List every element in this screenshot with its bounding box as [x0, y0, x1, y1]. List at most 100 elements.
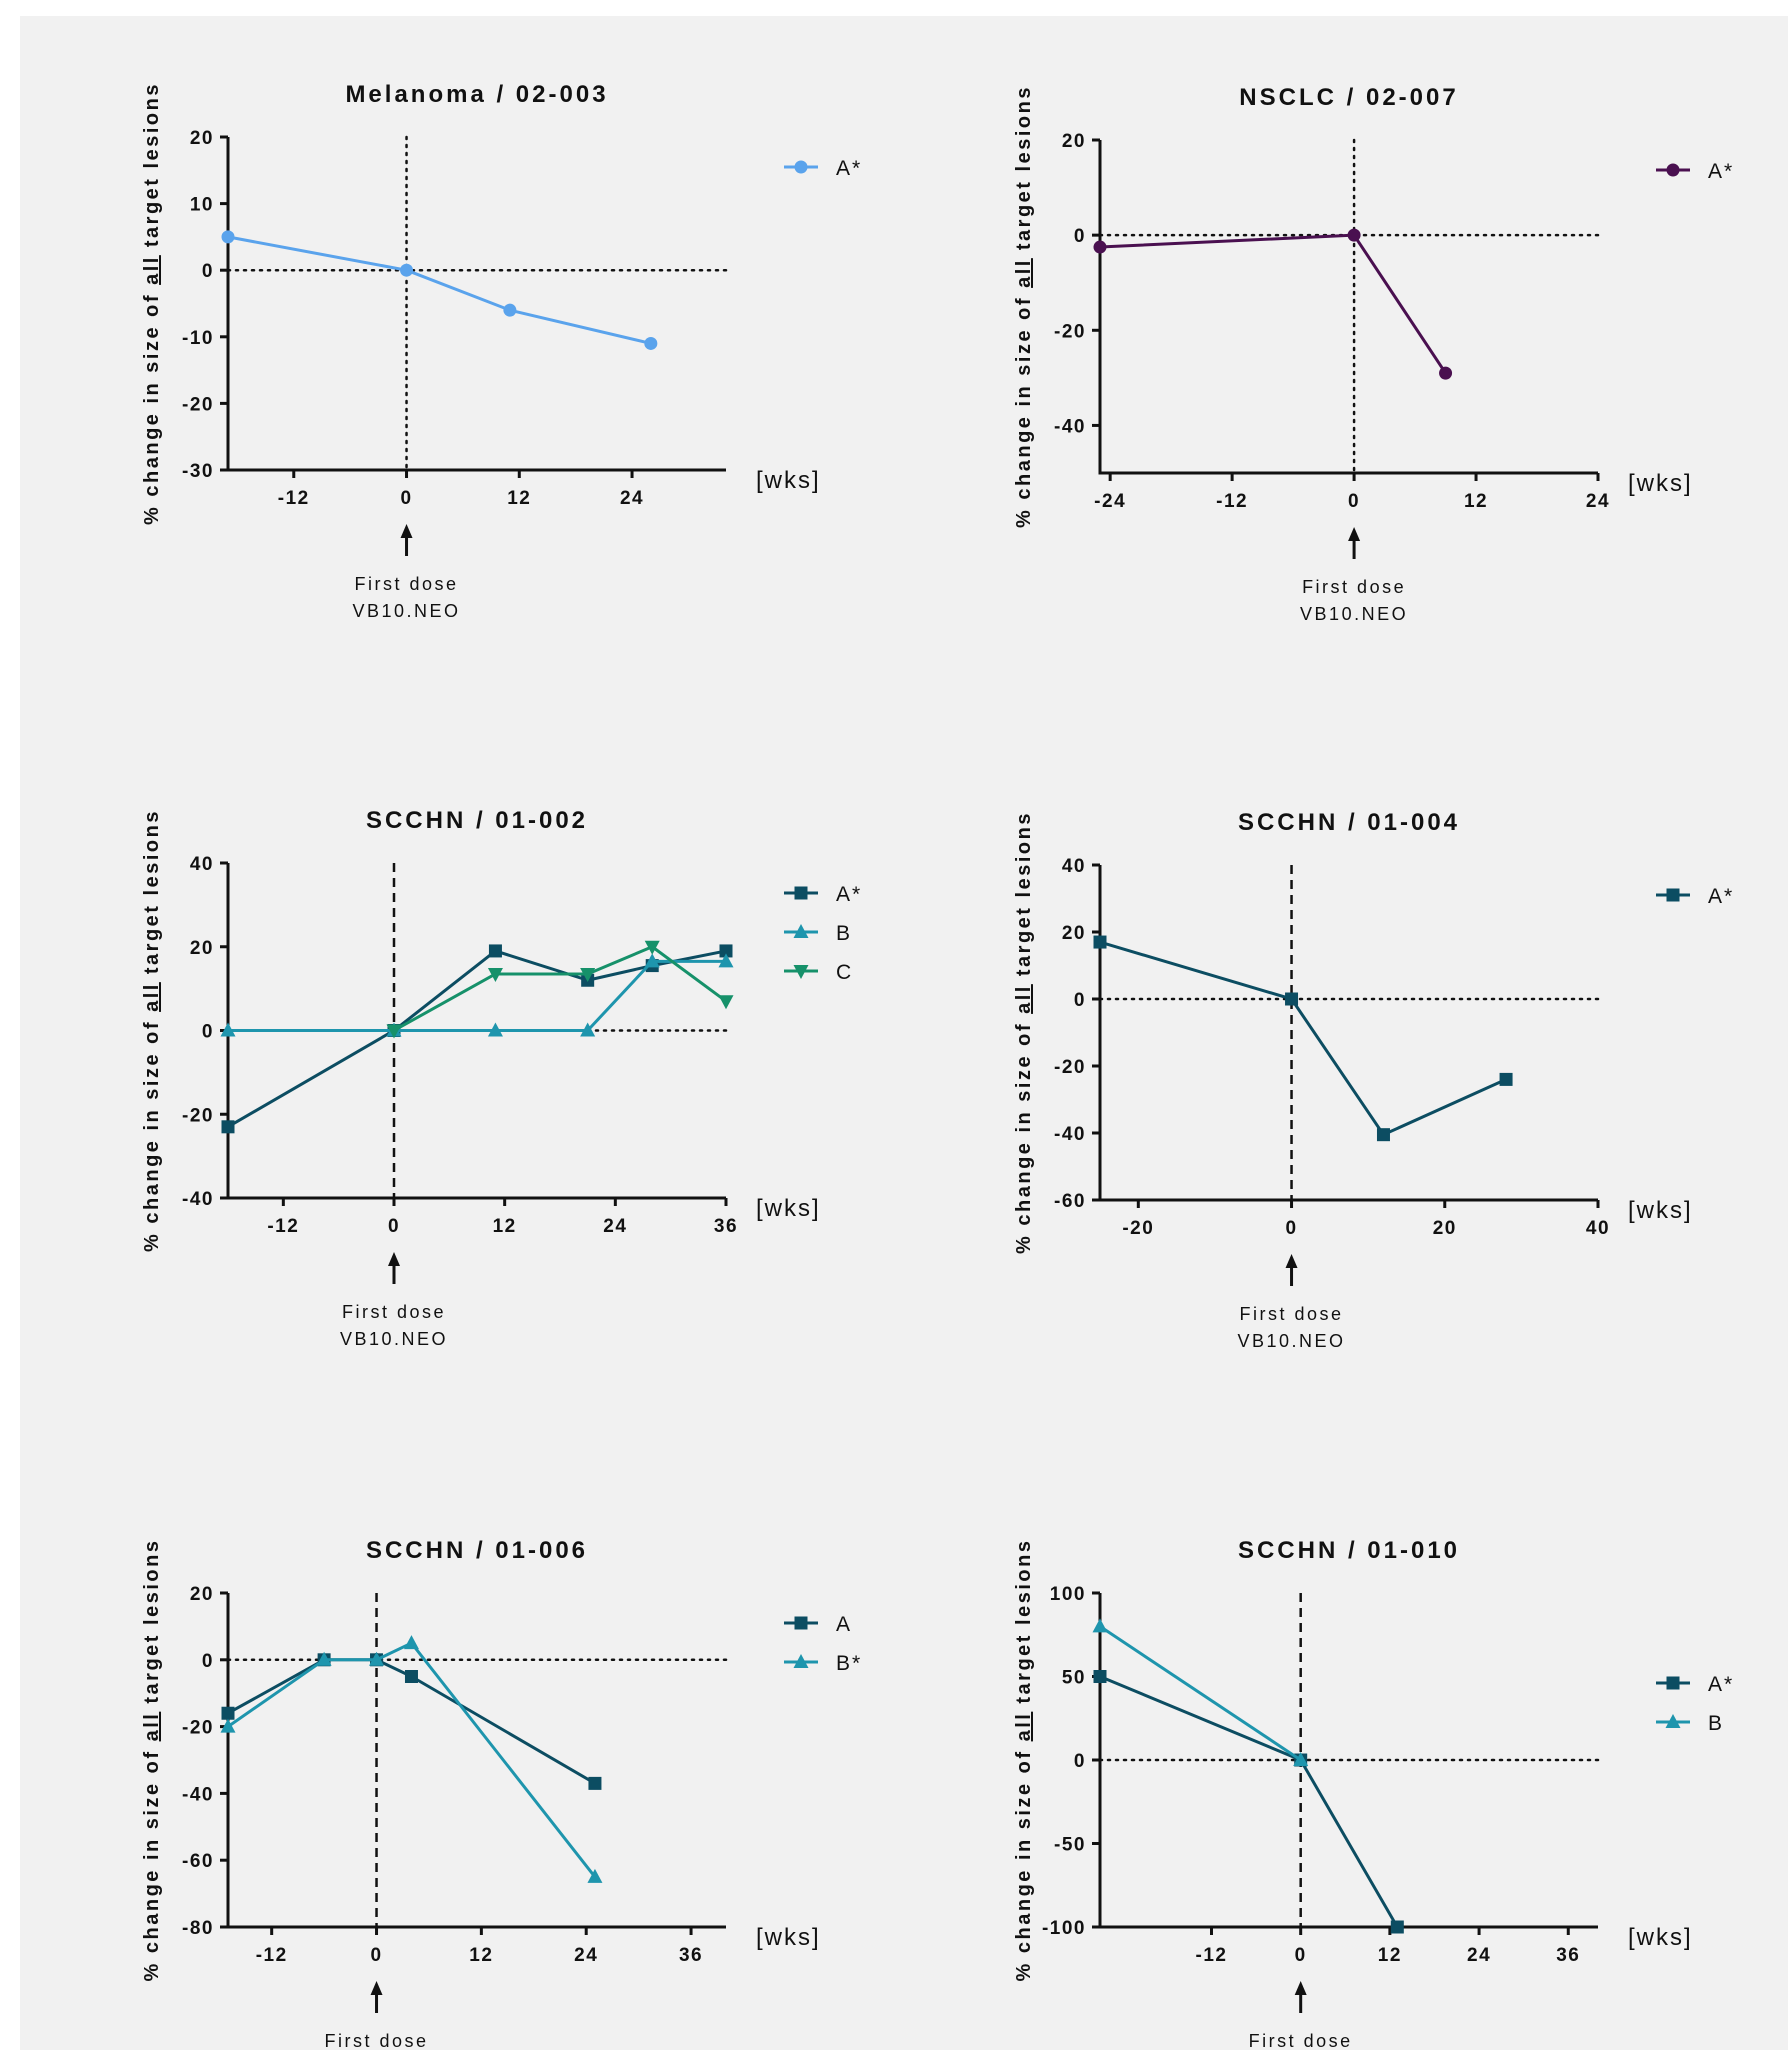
chart-title: NSCLC / 02-007 — [1239, 84, 1458, 111]
x-tick-label: -24 — [1094, 491, 1126, 512]
data-point — [580, 1022, 596, 1037]
x-tick-label: 0 — [1348, 491, 1360, 512]
x-tick-label: 12 — [469, 1945, 493, 1966]
y-tick-label: -80 — [182, 1918, 214, 1939]
series-line-a-star — [227, 949, 727, 1129]
data-point — [1092, 1618, 1108, 1633]
legend-label: A* — [836, 157, 862, 180]
x-tick-label: -12 — [1196, 1945, 1228, 1966]
first-dose-label: First dose — [1249, 2031, 1353, 2050]
x-axis-label: [wks] — [1628, 470, 1693, 497]
legend-marker — [1666, 163, 1680, 177]
data-point — [1285, 992, 1299, 1006]
data-point — [644, 336, 658, 350]
vaccine-label: VB10.NEO — [1238, 1331, 1346, 1351]
y-tick-label: -100 — [1042, 1918, 1086, 1939]
y-axis-label: % change in size of all target lesions — [1013, 85, 1035, 528]
x-tick-label: 36 — [1556, 1945, 1580, 1966]
arrow-head-icon — [400, 524, 413, 538]
x-tick-label: 12 — [493, 1216, 517, 1237]
series-line-b — [228, 959, 726, 1032]
y-tick-label: 20 — [190, 1584, 214, 1605]
legend-item: B — [784, 922, 850, 945]
data-point — [1293, 1752, 1309, 1766]
data-point — [487, 1022, 503, 1037]
data-point — [1439, 366, 1453, 380]
y-tick-label: 20 — [1062, 131, 1086, 152]
legend-marker — [793, 1654, 809, 1668]
y-tick-label: 0 — [202, 261, 214, 282]
data-point — [221, 230, 235, 244]
y-axis-label: % change in size of all target lesions — [141, 82, 163, 525]
data-point — [220, 1022, 236, 1037]
legend-item: A* — [1656, 885, 1734, 908]
chart-panel-3: SCCHN / 01-002 40 20 0 -20 -40 -12 0 12 24 36 [wks]… — [141, 807, 860, 1349]
legend-marker — [793, 924, 809, 938]
x-tick-label: 12 — [507, 488, 531, 509]
legend-marker — [794, 160, 808, 174]
y-axis-label: % change in size of all target lesions — [141, 1539, 163, 1982]
vaccine-label: VB10.NEO — [353, 601, 461, 621]
x-axis-label: [wks] — [756, 1924, 821, 1951]
legend-item: A — [784, 1613, 850, 1636]
chart-title: Melanoma / 02-003 — [345, 81, 608, 108]
x-axis-label: [wks] — [1628, 1197, 1693, 1224]
data-point — [369, 1651, 385, 1666]
legend-marker — [794, 886, 808, 900]
x-tick-label: -12 — [1216, 491, 1248, 512]
data-point — [1093, 935, 1107, 949]
legend-marker — [1666, 888, 1680, 902]
y-tick-label: 20 — [1062, 923, 1086, 944]
y-tick-label: -20 — [182, 394, 214, 415]
y-axis-label: % change in size of all target lesions — [141, 809, 163, 1252]
first-dose-label: First dose — [1240, 1304, 1344, 1324]
data-point — [1093, 1670, 1107, 1683]
vaccine-label: VB10.NEO — [1300, 604, 1408, 624]
y-tick-label: 100 — [1050, 1584, 1086, 1605]
y-tick-label: 0 — [1074, 226, 1086, 247]
data-point — [220, 1718, 236, 1733]
data-point — [386, 1024, 402, 1039]
legend-item: C — [784, 961, 851, 984]
chart-panel-5: SCCHN / 01-006 20 0 -20 -40 -60 -80 -12 0 12 24 36 [… — [141, 1537, 860, 2050]
legend-item: B* — [784, 1652, 860, 1675]
x-tick-label: 0 — [388, 1216, 400, 1237]
data-point — [580, 967, 596, 982]
page-background — [20, 16, 1788, 2050]
y-axis-label: % change in size of all target lesions — [1013, 1539, 1035, 1982]
x-tick-label: 0 — [1285, 1218, 1297, 1239]
data-point — [588, 1776, 602, 1790]
legend-marker — [794, 1616, 808, 1630]
x-tick-label: 36 — [679, 1945, 703, 1966]
x-tick-label: -12 — [256, 1945, 288, 1966]
y-tick-label: -50 — [1054, 1835, 1086, 1856]
chart-title: SCCHN / 01-004 — [1238, 809, 1460, 836]
data-point — [1499, 1072, 1513, 1086]
data-point — [1093, 240, 1107, 254]
first-dose-label: First dose — [342, 1302, 446, 1322]
y-tick-label: -60 — [182, 1851, 214, 1872]
data-point — [487, 967, 503, 982]
data-point — [503, 303, 517, 317]
x-tick-label: 0 — [370, 1945, 382, 1966]
x-tick-label: 20 — [1433, 1218, 1457, 1239]
arrow-head-icon — [1348, 527, 1361, 541]
y-tick-label: -40 — [182, 1784, 214, 1805]
legend-label: A* — [1708, 885, 1734, 908]
y-tick-label: 0 — [202, 1022, 214, 1043]
x-tick-label: 24 — [603, 1216, 627, 1237]
arrow-head-icon — [388, 1252, 400, 1266]
data-point — [316, 1651, 332, 1666]
x-tick-label: 12 — [1464, 491, 1488, 512]
data-point — [719, 944, 733, 958]
series-line-a-star — [227, 235, 652, 345]
legend-label: B — [1708, 1712, 1724, 1735]
legend-item: A* — [784, 157, 862, 180]
data-point — [587, 1868, 603, 1883]
arrow-head-icon — [370, 1981, 383, 1995]
data-point — [400, 263, 414, 277]
chart-title: SCCHN / 01-006 — [366, 1537, 588, 1564]
y-tick-label: 20 — [190, 128, 214, 149]
legend-item: A* — [1656, 160, 1732, 183]
